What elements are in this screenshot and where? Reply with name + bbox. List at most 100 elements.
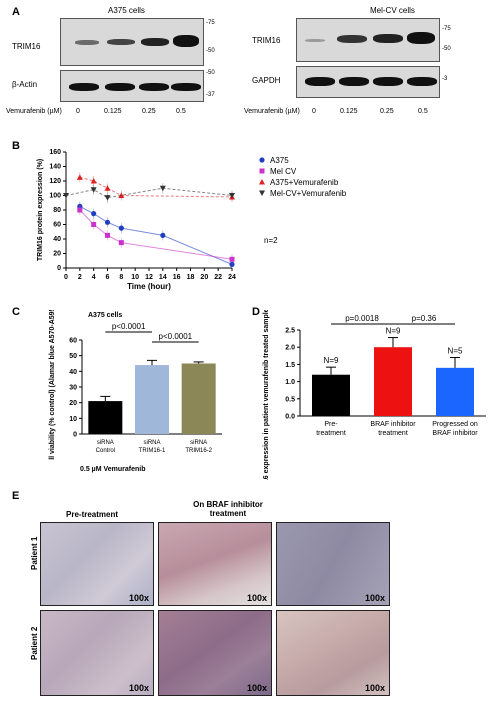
panel-b-n-note: n=2 <box>264 236 278 245</box>
x-tick-label: 12 <box>145 274 153 281</box>
panel-d-chart: 0.0 0.5 1.0 1.5 2.0 2.5 N=9 Pre-treatment N=9 BRA… <box>263 310 486 480</box>
melcv-mw-75: -75 <box>442 26 451 32</box>
data-point <box>229 261 235 267</box>
melcv-conc-0: 0 <box>312 108 316 115</box>
category-label: treatment <box>378 430 408 437</box>
a375-trim16-blot <box>60 18 204 66</box>
y-tick-label: 120 <box>49 178 61 185</box>
y-axis-title: TRIM16 protein expression (%) <box>37 159 44 261</box>
category-label: treatment <box>316 430 346 437</box>
a375-title: A375 cells <box>108 6 145 15</box>
bar <box>312 374 350 416</box>
mag-label: 100x <box>128 683 149 693</box>
series-line <box>79 205 233 265</box>
melcv-conc-1: 0.125 <box>340 108 358 115</box>
y-tick-label: 0 <box>57 265 61 272</box>
y-tick-label: 60 <box>69 338 77 345</box>
data-point <box>159 185 166 192</box>
bar <box>181 363 216 434</box>
p-value: p<0.0001 <box>159 332 193 341</box>
panel-e-row2: Patient 2 <box>30 626 39 660</box>
y-axis-title: Cell viability (% control) (Alamar blue … <box>49 310 56 460</box>
melcv-mw-3: -3 <box>442 76 448 82</box>
category-label: Pre- <box>324 421 338 428</box>
data-point <box>118 240 124 246</box>
legend-label: A375+Vemurafenib <box>270 178 339 187</box>
x-tick-label: 18 <box>187 274 195 281</box>
panel-e-col2: On BRAF inhibitor treatment <box>193 500 263 518</box>
bar <box>436 367 474 416</box>
a375-conc-label: Vemurafenib (µM) <box>6 108 62 115</box>
data-point <box>118 225 124 231</box>
data-point <box>259 157 265 163</box>
x-tick-label: 22 <box>214 274 222 281</box>
bar <box>374 347 412 416</box>
data-point <box>90 178 97 184</box>
mag-label: 100x <box>364 683 385 693</box>
category-label: Control <box>96 448 115 454</box>
category-label: siRNA <box>97 440 114 446</box>
y-axis-title: TRIM16 expression in patient vemurafenib… <box>263 310 270 480</box>
y-tick-label: 2.5 <box>285 328 295 335</box>
a375-trim16-label: TRIM16 <box>12 42 41 51</box>
category-label: TRIM16-1 <box>139 448 166 454</box>
p-value: p=0.0018 <box>345 314 379 323</box>
x-axis-title: Time (hour) <box>127 282 171 291</box>
data-point <box>259 190 265 196</box>
y-tick-label: 40 <box>69 369 77 376</box>
data-point <box>76 174 83 180</box>
mag-label: 100x <box>128 593 149 603</box>
x-tick-label: 6 <box>106 274 110 281</box>
y-tick-label: 50 <box>69 353 77 360</box>
a375-mw-50b: -50 <box>206 70 215 76</box>
y-tick-label: 10 <box>69 416 77 423</box>
data-point <box>91 222 97 227</box>
y-tick-label: 60 <box>53 222 61 229</box>
data-point <box>118 192 125 198</box>
mag-label: 100x <box>246 683 267 693</box>
x-tick-label: 4 <box>92 274 96 281</box>
data-point <box>229 256 235 262</box>
melcv-trim16-label: TRIM16 <box>252 36 281 45</box>
a375-conc-1: 0.125 <box>104 108 122 115</box>
panel-e-row1: Patient 1 <box>30 536 39 570</box>
micrograph-p2-pre: 100x <box>40 610 154 696</box>
data-point <box>259 179 265 185</box>
melcv-conc-label: Vemurafenib (µM) <box>244 108 300 115</box>
category-label: siRNA <box>143 440 160 446</box>
y-tick-label: 40 <box>53 236 61 243</box>
mag-label: 100x <box>246 593 267 603</box>
melcv-gapdh-blot <box>296 66 440 98</box>
panel-b-label: B <box>12 140 20 152</box>
a375-conc-3: 0.5 <box>176 108 186 115</box>
y-tick-label: 0.5 <box>285 396 295 403</box>
category-label: TRIM16-2 <box>185 448 212 454</box>
category-label: BRAF inhibitor <box>370 421 416 428</box>
n-label: N=5 <box>448 347 463 356</box>
melcv-trim16-blot <box>296 18 440 62</box>
panel-b-chart: 0 2 4 6 8 10 12 14 16 18 20 22 240204060801001201401… <box>37 149 347 291</box>
panel-c-xnote: 0.5 µM Vemurafenib <box>80 466 146 473</box>
data-point <box>77 207 83 213</box>
n-label: N=9 <box>324 356 339 365</box>
x-tick-label: 0 <box>64 274 68 281</box>
p-value: p=0.36 <box>412 314 437 323</box>
data-point <box>104 195 111 201</box>
legend-label: A375 <box>270 156 289 165</box>
x-tick-label: 8 <box>119 274 123 281</box>
y-tick-label: 0.0 <box>285 414 295 421</box>
data-point <box>63 193 69 199</box>
x-tick-label: 24 <box>228 274 236 281</box>
n-label: N=9 <box>386 327 401 336</box>
bar <box>135 365 169 434</box>
y-tick-label: 140 <box>49 164 61 171</box>
x-tick-label: 16 <box>173 274 181 281</box>
a375-conc-2: 0.25 <box>142 108 156 115</box>
panel-c-title: A375 cells <box>88 312 123 319</box>
panel-d-label: D <box>252 306 260 318</box>
micrograph-p1-braf: 100x <box>158 522 272 606</box>
data-point <box>259 168 265 174</box>
x-tick-label: 14 <box>159 274 167 281</box>
legend-label: Mel CV <box>270 167 297 176</box>
y-tick-label: 20 <box>53 251 61 258</box>
